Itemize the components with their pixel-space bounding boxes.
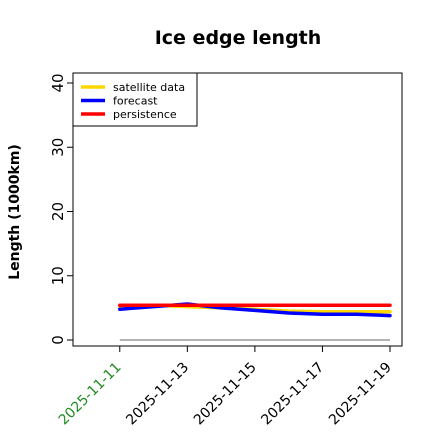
series-layer [118, 302, 392, 341]
x-tick-label: 2025-11-13 [123, 360, 192, 429]
x-tick-label: 2025-11-11 [56, 360, 125, 429]
plot-frame [72, 72, 403, 347]
x-tick-label: 2025-11-15 [191, 360, 260, 429]
y-tick-label: 20 [49, 202, 67, 221]
x-axis: 2025-11-112025-11-132025-11-152025-11-17… [56, 346, 395, 428]
legend-label: forecast [113, 95, 158, 108]
y-tick-label: 10 [49, 266, 67, 285]
y-tick-label: 30 [49, 138, 67, 157]
legend-label: persistence [113, 108, 177, 121]
x-tick-label: 2025-11-19 [326, 360, 395, 429]
legend-label: satellite data [113, 81, 185, 94]
chart-title: Ice edge length [155, 27, 322, 49]
y-tick-label: 40 [49, 73, 67, 92]
x-tick-label: 2025-11-17 [258, 360, 327, 429]
y-axis-label: Length (1000km) [7, 144, 23, 280]
y-tick-label: 0 [49, 335, 67, 345]
y-axis: 0 10 20 30 40 [49, 73, 73, 345]
